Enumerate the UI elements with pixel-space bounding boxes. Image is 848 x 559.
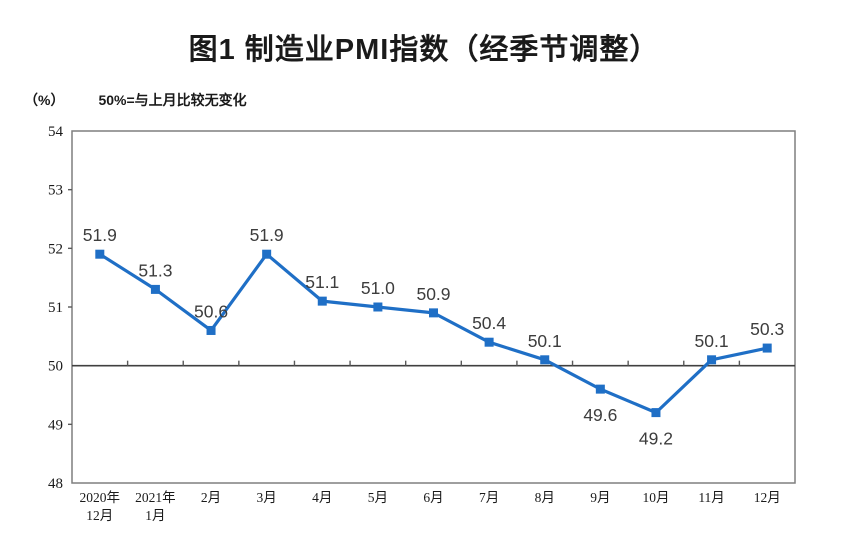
y-axis-tick-label: 51 (48, 300, 63, 316)
data-point-label: 51.0 (361, 278, 395, 298)
data-point-marker (206, 325, 216, 335)
data-point-marker (262, 249, 272, 259)
axis-note-row: （%） 50%=与上月比较无变化 (24, 90, 247, 110)
data-point-marker (150, 284, 160, 294)
x-axis-tick-label: 12月 (754, 490, 781, 505)
data-point-label: 50.6 (194, 301, 228, 321)
data-point-label: 50.4 (472, 313, 506, 333)
data-point-marker (651, 408, 661, 418)
data-point-marker (429, 308, 438, 318)
reference-note: 50%=与上月比较无变化 (98, 92, 247, 108)
y-axis-tick-label: 48 (48, 476, 63, 492)
data-point-marker (95, 249, 105, 259)
data-point-marker (540, 355, 550, 365)
data-point-marker (373, 302, 383, 312)
x-axis-tick-label: 2020年 12月 (80, 490, 121, 523)
x-axis-tick-label: 7月 (479, 490, 499, 505)
data-point-label: 51.1 (305, 272, 339, 292)
data-point-label: 50.9 (416, 284, 450, 304)
y-axis-tick-label: 50 (48, 359, 63, 375)
data-point-label: 50.1 (528, 331, 562, 351)
x-axis-tick-label: 3月 (257, 490, 277, 505)
y-axis-tick-label: 49 (48, 417, 63, 433)
pmi-series-line (98, 252, 768, 415)
x-axis-tick-label: 5月 (368, 490, 388, 505)
data-point-label: 51.9 (250, 225, 284, 245)
data-point-label: 49.6 (583, 405, 617, 425)
data-point-marker (707, 355, 717, 365)
x-axis-tick-label: 8月 (535, 490, 555, 505)
x-axis-tick-label: 2月 (201, 490, 221, 505)
y-axis-tick-label: 52 (48, 241, 63, 257)
data-point-marker (317, 296, 327, 306)
y-axis-tick-label: 53 (48, 183, 63, 199)
x-axis-tick-label: 6月 (423, 490, 443, 505)
x-axis-tick-label: 11月 (698, 490, 725, 505)
data-point-marker (595, 384, 605, 394)
y-axis-tick-label: 54 (48, 124, 64, 140)
data-point-marker (762, 343, 772, 353)
x-axis-tick-label: 4月 (312, 490, 332, 505)
chart-title: 图1 制造业PMI指数（经季节调整） (188, 34, 660, 66)
data-point-marker (484, 337, 494, 347)
x-axis-tick-label: 2021年 1月 (135, 490, 176, 523)
data-point-label: 50.3 (750, 319, 784, 339)
y-axis-unit-label: （%） (24, 92, 65, 108)
data-point-label: 49.2 (639, 429, 673, 449)
x-axis-tick-label: 10月 (642, 490, 669, 505)
data-point-label: 51.9 (83, 225, 117, 245)
data-point-label: 51.3 (138, 260, 172, 280)
data-point-label: 50.1 (695, 331, 729, 351)
x-axis-tick-label: 9月 (590, 490, 610, 505)
